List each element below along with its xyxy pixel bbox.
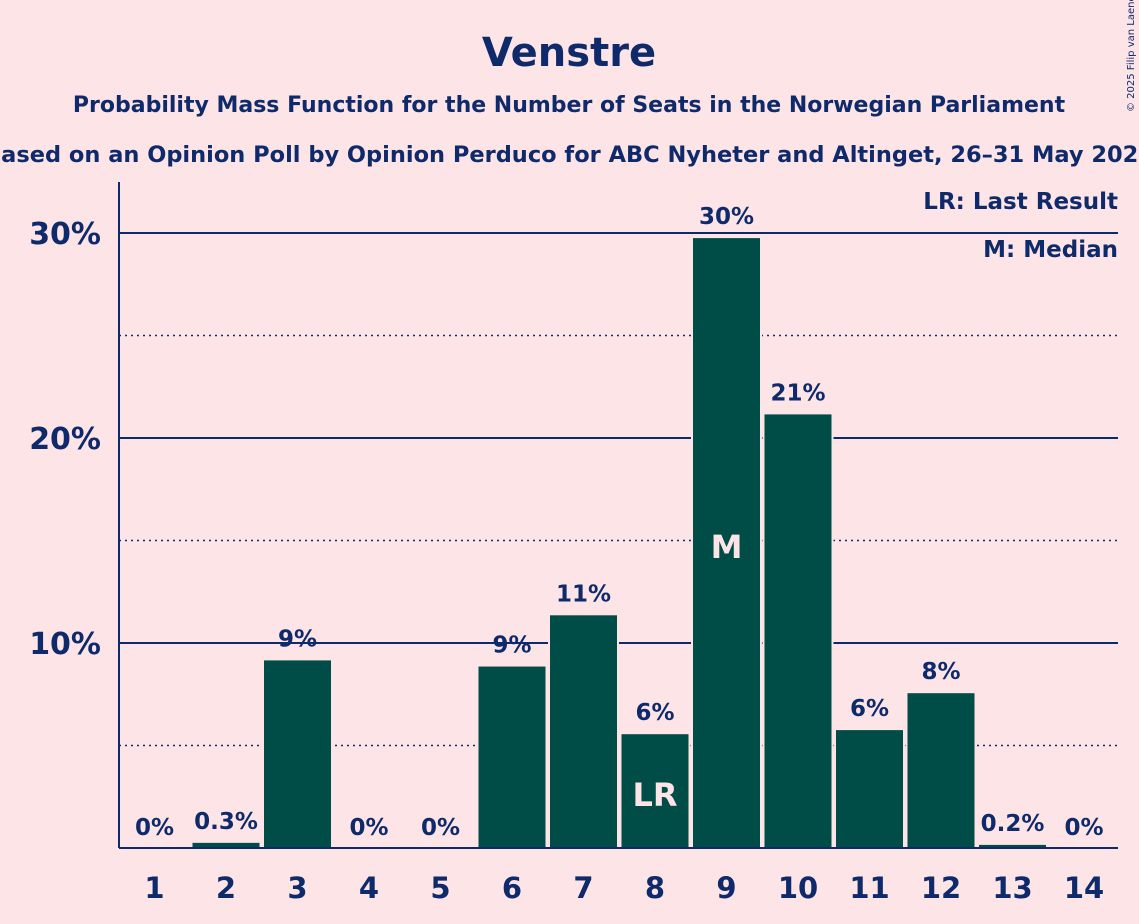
x-tick-label: 11	[849, 871, 889, 905]
legend-median: M: Median	[983, 237, 1118, 263]
x-tick-label: 3	[287, 871, 307, 905]
value-label: 0.3%	[194, 809, 258, 835]
value-labels: 0% 0.3% 9% 0% 0% 9% 11% 6% 30% 21% 6% 8% 0.2% 0% LR M	[135, 204, 1104, 841]
value-label: 9%	[492, 633, 531, 659]
legend-last-result: LR: Last Result	[923, 189, 1118, 215]
x-tick-label: 13	[992, 871, 1032, 905]
bar-seats-10	[762, 412, 834, 849]
value-label: 11%	[556, 581, 611, 607]
value-label: 8%	[921, 659, 960, 685]
x-tick-label: 7	[573, 871, 593, 905]
x-tick-label: 8	[645, 871, 665, 905]
bar-seats-9	[691, 236, 762, 850]
bar-seats-11	[834, 728, 905, 849]
x-tick-label: 5	[430, 871, 450, 905]
bar-seats-3	[262, 658, 333, 850]
copyright-notice: © 2025 Filip van Laenen	[1126, 0, 1137, 112]
x-tick-label: 6	[502, 871, 522, 905]
x-tick-label: 10	[778, 871, 818, 905]
y-tick-label: 20%	[29, 422, 101, 457]
value-label: 0%	[421, 815, 460, 841]
value-label: 30%	[699, 204, 754, 230]
x-tick-label: 14	[1064, 871, 1104, 905]
y-tick-label: 10%	[29, 627, 101, 662]
value-label: 0%	[1064, 815, 1103, 841]
value-label: 9%	[278, 626, 317, 652]
axes	[118, 182, 1118, 849]
value-label: 6%	[635, 700, 674, 726]
bars	[190, 236, 1048, 850]
x-tick-label: 1	[144, 871, 164, 905]
y-tick-labels: 10% 20% 30%	[29, 217, 101, 662]
x-tick-label: 9	[716, 871, 736, 905]
value-label: 6%	[850, 696, 889, 722]
y-tick-label: 30%	[29, 217, 101, 252]
chart-subtitle: Probability Mass Function for the Number…	[73, 93, 1066, 118]
last-result-marker: LR	[632, 776, 677, 814]
value-label: 0%	[135, 815, 174, 841]
x-tick-labels: 1 2 3 4 5 6 7 8 9 10 11 12 13 14	[144, 871, 1104, 905]
median-marker: M	[711, 528, 743, 566]
x-tick-label: 2	[216, 871, 236, 905]
value-label: 21%	[770, 380, 825, 406]
x-tick-label: 4	[359, 871, 379, 905]
value-label: 0%	[349, 815, 388, 841]
bar-seats-12	[905, 691, 977, 850]
bar-seats-7	[548, 613, 619, 849]
chart-subtitle-source: Based on an Opinion Poll by Opinion Perd…	[0, 143, 1139, 168]
x-tick-label: 12	[921, 871, 961, 905]
value-label: 0.2%	[981, 811, 1045, 837]
bar-seats-6	[476, 664, 548, 849]
chart-title: Venstre	[482, 30, 656, 76]
